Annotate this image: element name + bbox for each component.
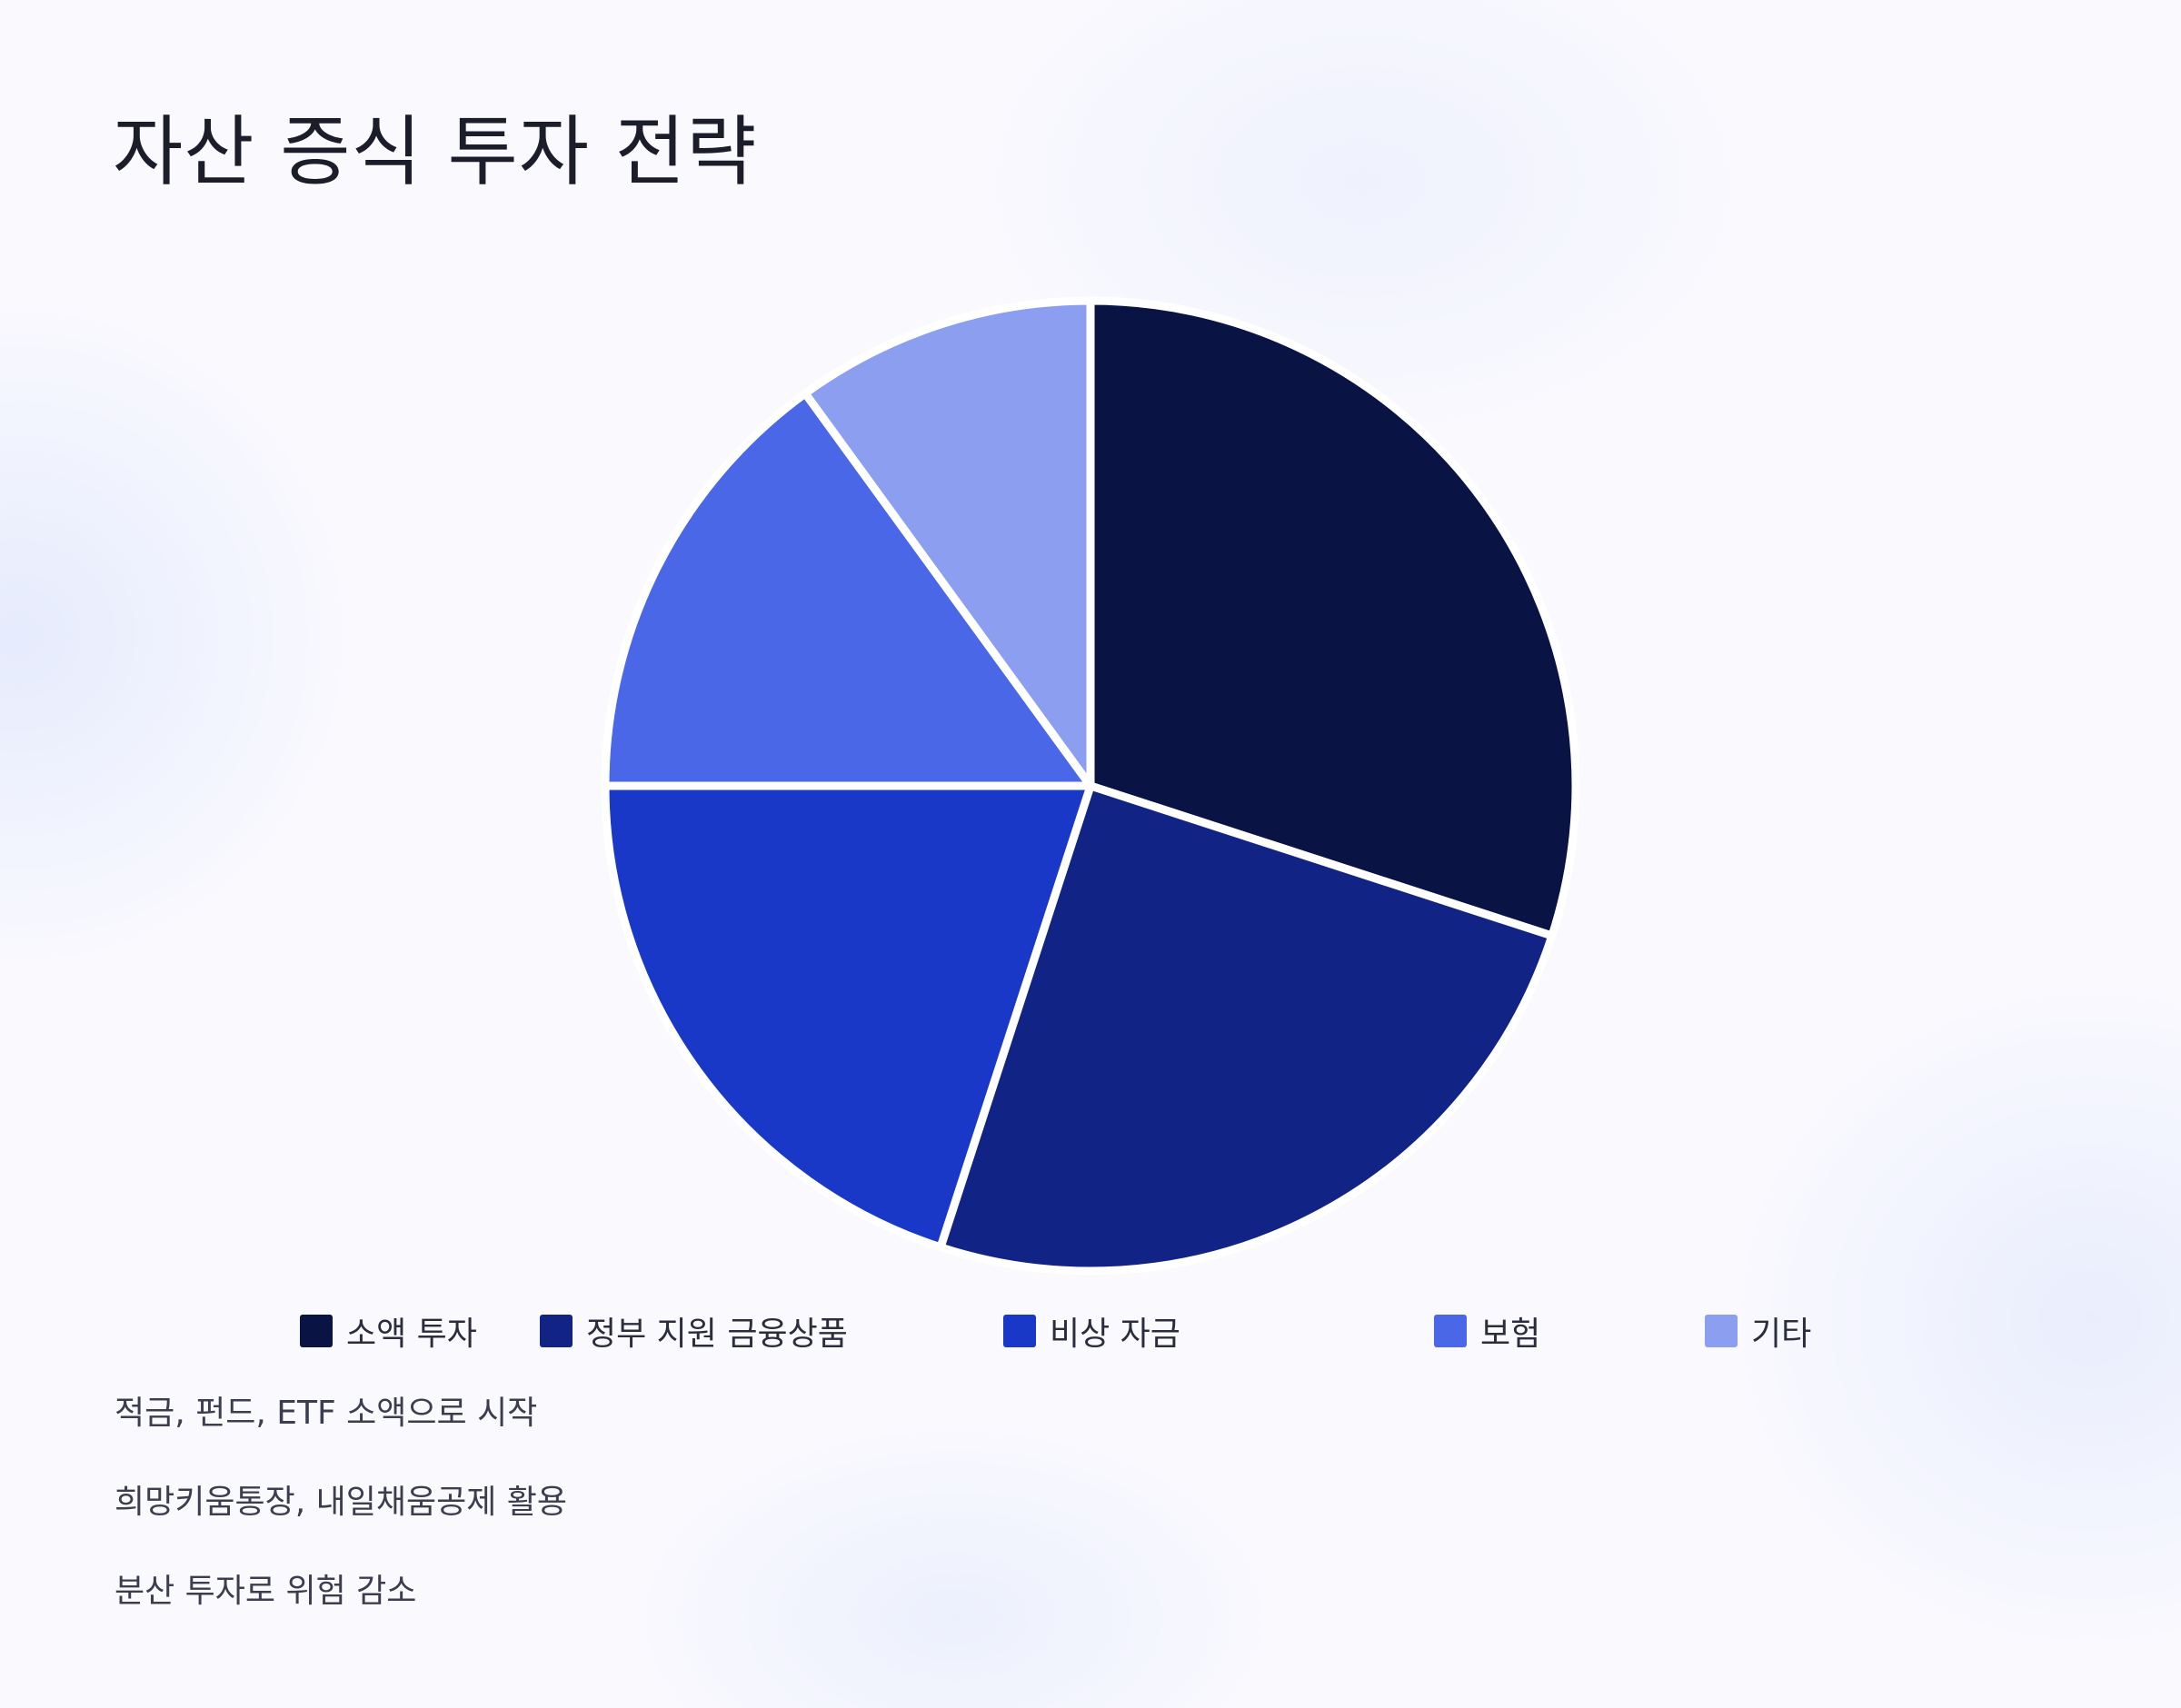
legend-item[interactable]: 보험	[1434, 1310, 1541, 1353]
legend-swatch	[1003, 1315, 1036, 1347]
note-text: 분산 투자로 위험 감소	[115, 1573, 417, 1610]
pie-slice[interactable]	[801, 296, 1095, 790]
chart-title: 자산 증식 투자 전략	[113, 107, 758, 196]
legend-label: 기타	[1751, 1316, 1812, 1353]
pie-chart	[601, 296, 1580, 1276]
legend-item[interactable]: 비상 자금	[1003, 1310, 1180, 1353]
legend-swatch	[540, 1315, 573, 1347]
legend-swatch	[1434, 1315, 1467, 1347]
legend-item[interactable]: 정부 지원 금융상품	[540, 1310, 848, 1353]
legend-item[interactable]: 소액 투자	[300, 1310, 477, 1353]
pie-slice[interactable]	[601, 781, 1095, 1252]
legend-label: 비상 자금	[1050, 1316, 1180, 1353]
pie-slice[interactable]	[601, 389, 1095, 790]
legend-label: 보험	[1480, 1316, 1541, 1353]
legend-swatch	[300, 1315, 333, 1347]
pie-slice[interactable]	[1086, 296, 1580, 940]
note-text: 희망키움통장, 내일채움공제 활용	[115, 1484, 568, 1521]
legend-label: 소액 투자	[346, 1316, 477, 1353]
pie-slice[interactable]	[936, 781, 1557, 1276]
note-text: 적금, 펀드, ETF 소액으로 시작	[115, 1395, 538, 1432]
legend-item[interactable]: 기타	[1705, 1310, 1812, 1353]
legend-label: 정부 지원 금융상품	[586, 1316, 848, 1353]
legend-swatch	[1705, 1315, 1738, 1347]
